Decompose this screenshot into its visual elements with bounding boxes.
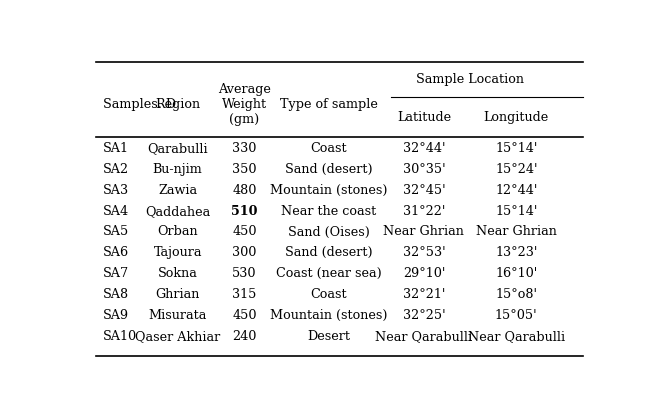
Text: 15°14': 15°14'	[495, 142, 538, 155]
Text: 29°10': 29°10'	[402, 267, 445, 279]
Text: 15°05': 15°05'	[495, 308, 538, 321]
Text: Longitude: Longitude	[484, 110, 549, 123]
Text: 450: 450	[232, 225, 257, 238]
Text: Sokna: Sokna	[158, 267, 197, 279]
Text: Type of sample: Type of sample	[280, 98, 378, 111]
Text: 300: 300	[232, 246, 257, 259]
Text: SA7: SA7	[103, 267, 129, 279]
Text: 510: 510	[231, 204, 258, 217]
Text: Sand (Oises): Sand (Oises)	[288, 225, 370, 238]
Text: SA4: SA4	[103, 204, 129, 217]
Text: Sand (desert): Sand (desert)	[285, 246, 373, 259]
Text: Sample Location: Sample Location	[416, 72, 524, 85]
Text: 13°23': 13°23'	[495, 246, 538, 259]
Text: 30°35': 30°35'	[402, 163, 446, 175]
Text: Mountain (stones): Mountain (stones)	[270, 183, 388, 196]
Text: Coast: Coast	[310, 287, 348, 300]
Text: Mountain (stones): Mountain (stones)	[270, 308, 388, 321]
Text: Bu-njim: Bu-njim	[153, 163, 203, 175]
Text: 530: 530	[232, 267, 257, 279]
Text: Near the coast: Near the coast	[281, 204, 377, 217]
Text: Near Ghrian: Near Ghrian	[383, 225, 464, 238]
Text: SA9: SA9	[103, 308, 129, 321]
Text: Coast: Coast	[310, 142, 348, 155]
Text: 330: 330	[232, 142, 257, 155]
Text: SA3: SA3	[103, 183, 129, 196]
Text: 15°24': 15°24'	[495, 163, 538, 175]
Text: Qarabulli: Qarabulli	[148, 142, 208, 155]
Text: 350: 350	[232, 163, 257, 175]
Text: 15°o8': 15°o8'	[495, 287, 538, 300]
Text: 450: 450	[232, 308, 257, 321]
Text: Average
Weight
(gm): Average Weight (gm)	[218, 83, 271, 126]
Text: Qaddahea: Qaddahea	[145, 204, 211, 217]
Text: Near Qarabulli: Near Qarabulli	[375, 329, 473, 342]
Text: Coast (near sea): Coast (near sea)	[276, 267, 382, 279]
Text: SA2: SA2	[103, 163, 129, 175]
Text: SA6: SA6	[103, 246, 129, 259]
Text: SA1: SA1	[103, 142, 129, 155]
Text: 32°53': 32°53'	[402, 246, 446, 259]
Text: Region: Region	[155, 98, 200, 111]
Text: Samples. D: Samples. D	[103, 98, 176, 111]
Text: Sand (desert): Sand (desert)	[285, 163, 373, 175]
Text: SA8: SA8	[103, 287, 129, 300]
Text: 12°44': 12°44'	[495, 183, 538, 196]
Text: 15°14': 15°14'	[495, 204, 538, 217]
Text: 32°44': 32°44'	[402, 142, 445, 155]
Text: SA5: SA5	[103, 225, 130, 238]
Text: 32°25': 32°25'	[402, 308, 446, 321]
Text: Latitude: Latitude	[397, 110, 451, 123]
Text: 315: 315	[232, 287, 257, 300]
Text: SA10: SA10	[103, 329, 138, 342]
Text: Ghrian: Ghrian	[156, 287, 200, 300]
Text: Tajoura: Tajoura	[154, 246, 202, 259]
Text: 16°10': 16°10'	[495, 267, 538, 279]
Text: 240: 240	[232, 329, 257, 342]
Text: Orban: Orban	[158, 225, 198, 238]
Text: 480: 480	[232, 183, 257, 196]
Text: 32°45': 32°45'	[402, 183, 446, 196]
Text: 31°22': 31°22'	[402, 204, 445, 217]
Text: Near Ghrian: Near Ghrian	[476, 225, 557, 238]
Text: Near Qarabulli: Near Qarabulli	[468, 329, 565, 342]
Text: Misurata: Misurata	[148, 308, 207, 321]
Text: Zawia: Zawia	[158, 183, 197, 196]
Text: 32°21': 32°21'	[402, 287, 445, 300]
Text: Qaser Akhiar: Qaser Akhiar	[135, 329, 220, 342]
Text: Desert: Desert	[308, 329, 350, 342]
